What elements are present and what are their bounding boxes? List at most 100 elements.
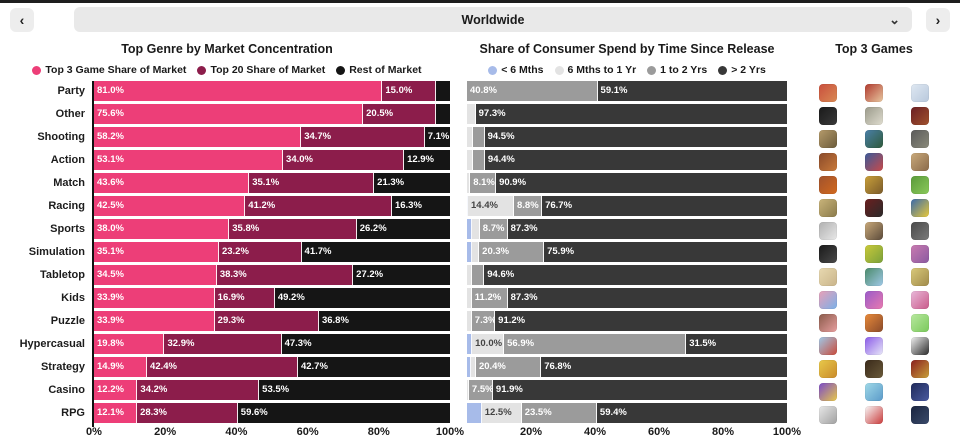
region-dropdown[interactable]: Worldwide ⌄ (74, 7, 912, 32)
game-app-icon[interactable] (911, 382, 929, 401)
game-app-icon[interactable] (911, 313, 929, 332)
bar-segment[interactable] (467, 219, 472, 239)
bar-segment[interactable]: 8.8% (513, 196, 543, 216)
game-app-icon[interactable] (911, 221, 929, 240)
bar-segment[interactable]: 56.9% (504, 334, 687, 354)
game-app-icon[interactable] (865, 382, 883, 401)
game-app-icon[interactable] (865, 336, 883, 355)
bar-segment[interactable]: 23.2% (218, 242, 302, 262)
bar-segment[interactable]: 8.7% (479, 219, 508, 239)
game-app-icon[interactable] (865, 267, 883, 286)
game-app-icon[interactable] (911, 129, 929, 148)
bar-segment[interactable]: 20.4% (475, 357, 542, 377)
bar-segment[interactable] (472, 127, 485, 147)
bar-segment[interactable] (467, 104, 476, 124)
bar-segment[interactable]: 42.5% (94, 196, 246, 216)
bar-segment[interactable]: 12.1% (94, 403, 138, 423)
bar-segment[interactable] (467, 357, 472, 377)
bar-segment[interactable] (436, 104, 450, 124)
bar-segment[interactable]: 94.5% (484, 127, 787, 147)
bar-segment[interactable]: 53.5% (259, 380, 450, 400)
bar-segment[interactable]: 58.2% (94, 127, 302, 147)
bar-segment[interactable]: 94.4% (484, 150, 787, 170)
game-app-icon[interactable] (819, 336, 837, 355)
bar-segment[interactable] (472, 265, 485, 285)
bar-segment[interactable]: 94.6% (484, 265, 787, 285)
legend-item[interactable]: > 2 Yrs (718, 64, 766, 76)
bar-segment[interactable]: 47.3% (281, 334, 450, 354)
bar-segment[interactable]: 21.3% (374, 173, 450, 193)
bar-segment[interactable]: 34.5% (94, 265, 217, 285)
bar-segment[interactable]: 20.3% (479, 242, 545, 262)
bar-segment[interactable]: 19.8% (94, 334, 165, 354)
bar-segment[interactable]: 81.0% (94, 81, 383, 101)
game-app-icon[interactable] (819, 313, 837, 332)
bar-segment[interactable]: 59.1% (597, 81, 787, 101)
bar-segment[interactable]: 34.2% (137, 380, 260, 400)
game-app-icon[interactable] (865, 175, 883, 194)
legend-item[interactable]: Top 20 Share of Market (197, 64, 325, 76)
bar-segment[interactable]: 31.5% (686, 334, 787, 354)
bar-segment[interactable] (467, 288, 472, 308)
bar-segment[interactable]: 8.1% (470, 173, 497, 193)
bar-segment[interactable]: 38.3% (216, 265, 354, 285)
game-app-icon[interactable] (865, 244, 883, 263)
bar-segment[interactable]: 38.0% (94, 219, 230, 239)
bar-segment[interactable]: 11.2% (471, 288, 508, 308)
game-app-icon[interactable] (911, 198, 929, 217)
bar-segment[interactable]: 53.1% (94, 150, 284, 170)
bar-segment[interactable] (467, 150, 473, 170)
bar-segment[interactable]: 90.9% (496, 173, 787, 193)
bar-segment[interactable] (435, 81, 450, 101)
game-app-icon[interactable] (819, 382, 837, 401)
bar-segment[interactable]: 16.3% (391, 196, 450, 216)
bar-segment[interactable]: 41.7% (301, 242, 450, 262)
bar-segment[interactable] (467, 242, 472, 262)
game-app-icon[interactable] (865, 290, 883, 309)
bar-segment[interactable]: 14.4% (468, 196, 514, 216)
bar-segment[interactable]: 23.5% (521, 403, 597, 423)
game-app-icon[interactable] (819, 129, 837, 148)
bar-segment[interactable]: 26.2% (356, 219, 450, 239)
bar-segment[interactable] (467, 196, 468, 216)
bar-segment[interactable] (467, 173, 471, 193)
bar-segment[interactable]: 91.9% (492, 380, 787, 400)
game-app-icon[interactable] (911, 267, 929, 286)
bar-segment[interactable]: 76.8% (541, 357, 787, 377)
game-app-icon[interactable] (819, 290, 837, 309)
game-app-icon[interactable] (911, 175, 929, 194)
game-app-icon[interactable] (865, 129, 883, 148)
game-app-icon[interactable] (819, 267, 837, 286)
bar-segment[interactable] (471, 357, 476, 377)
bar-segment[interactable]: 12.9% (404, 150, 450, 170)
bar-segment[interactable]: 91.2% (495, 311, 787, 331)
game-app-icon[interactable] (911, 152, 929, 171)
bar-segment[interactable]: 15.0% (382, 81, 436, 101)
bar-segment[interactable] (471, 242, 480, 262)
bar-segment[interactable]: 42.7% (297, 357, 450, 377)
legend-item[interactable]: Rest of Market (336, 64, 422, 76)
bar-segment[interactable]: 12.2% (94, 380, 138, 400)
bar-segment[interactable]: 33.9% (94, 288, 215, 308)
bar-segment[interactable]: 16.9% (214, 288, 275, 308)
bar-segment[interactable]: 29.3% (214, 311, 319, 331)
game-app-icon[interactable] (819, 359, 837, 378)
legend-item[interactable]: 6 Mths to 1 Yr (554, 64, 636, 76)
game-app-icon[interactable] (911, 359, 929, 378)
bar-segment[interactable] (471, 219, 480, 239)
bar-segment[interactable]: 35.8% (229, 219, 357, 239)
game-app-icon[interactable] (911, 290, 929, 309)
bar-segment[interactable]: 35.1% (94, 242, 219, 262)
bar-segment[interactable]: 43.6% (94, 173, 250, 193)
game-app-icon[interactable] (819, 244, 837, 263)
legend-item[interactable]: 1 to 2 Yrs (647, 64, 707, 76)
bar-segment[interactable]: 75.9% (544, 242, 787, 262)
game-app-icon[interactable] (911, 83, 929, 102)
game-app-icon[interactable] (865, 83, 883, 102)
bar-segment[interactable]: 7.5% (468, 380, 494, 400)
bar-segment[interactable]: 42.4% (147, 357, 298, 377)
bar-segment[interactable]: 34.7% (301, 127, 425, 147)
game-app-icon[interactable] (865, 198, 883, 217)
bar-segment[interactable]: 76.7% (542, 196, 787, 216)
bar-segment[interactable]: 27.2% (353, 265, 450, 285)
